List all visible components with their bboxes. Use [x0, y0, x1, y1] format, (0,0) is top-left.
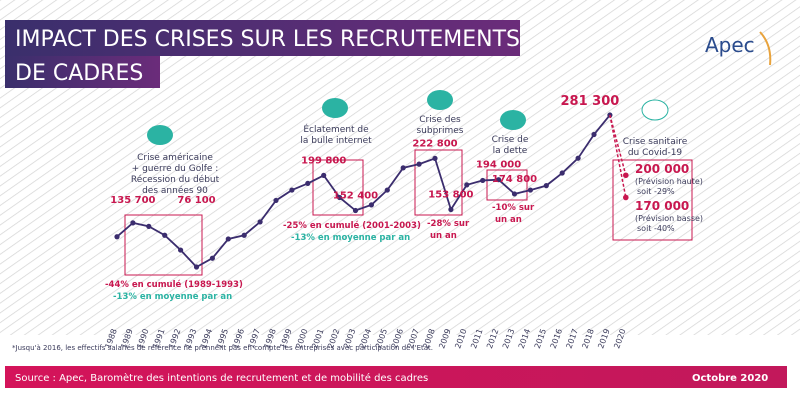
forecast-change: soit -40% [637, 224, 675, 233]
crisis-label: Crise américaine [137, 152, 213, 163]
chart-title: IMPACT DES CRISES SUR LES RECRUTEMENTS [15, 27, 520, 52]
crisis-label: subprimes [416, 126, 463, 136]
logo-mark [759, 31, 772, 66]
crisis-result: -10% sur [492, 203, 535, 213]
point [511, 191, 518, 197]
value-label: 222 800 [412, 138, 457, 149]
point [591, 131, 597, 138]
crisis-result: un an [430, 231, 457, 241]
point [384, 187, 390, 193]
source: Source : Apec, Baromètre des intentions … [15, 372, 428, 384]
value-label: 153 800 [428, 189, 473, 200]
value-label: 281 300 [560, 94, 619, 109]
crisis-result: -13% en moyenne par an [113, 292, 232, 302]
point [257, 219, 263, 225]
point [368, 202, 374, 208]
point [448, 206, 454, 213]
point [209, 255, 215, 261]
point [527, 187, 534, 193]
line [116, 114, 611, 269]
point [559, 170, 565, 176]
crisis-icon [147, 125, 173, 145]
crisis-label: des années 90 [142, 185, 208, 196]
value-label: 199 800 [301, 155, 346, 166]
crisis-box [414, 149, 463, 216]
point [432, 155, 438, 161]
logo: Apec [705, 33, 755, 57]
forecast-point [623, 194, 629, 201]
point [321, 172, 327, 178]
point [193, 264, 200, 270]
value-label: 76 100 [177, 195, 215, 206]
crisis-result: -28% sur [427, 219, 470, 229]
point [305, 180, 311, 186]
crisis-label: Crise de [492, 135, 529, 145]
point [464, 182, 470, 188]
footnote: *Jusqu'à 2016, les effectifs salariés de… [12, 344, 433, 352]
crisis-result: -13% en moyenne par an [291, 233, 410, 243]
point [273, 197, 279, 204]
crisis-label: + guerre du Golfe : [132, 164, 219, 174]
point [400, 165, 406, 171]
chart-title: DE CADRES [15, 61, 143, 86]
forecast-change: soit -29% [637, 187, 675, 196]
point [162, 232, 168, 238]
value-label: 152 400 [333, 191, 378, 202]
point [146, 223, 152, 229]
point [496, 177, 502, 183]
crisis-label: Éclatement de [303, 123, 369, 135]
crisis-box [612, 159, 693, 241]
value-label: 135 700 [110, 195, 155, 206]
crisis-label: la dette [493, 146, 528, 156]
crisis-result: -25% en cumulé (2001-2003) [283, 220, 421, 231]
forecast-line [609, 114, 627, 198]
point [480, 177, 486, 184]
title-box [5, 20, 520, 56]
crisis-box [124, 214, 203, 276]
value-label: 174 800 [492, 174, 537, 185]
value-label: 194 000 [476, 160, 521, 171]
crisis-icon [500, 110, 526, 130]
crisis-box [486, 169, 528, 201]
forecast-point [623, 172, 629, 179]
forecast-value: 200 000 [635, 162, 689, 176]
crisis-icon [322, 98, 348, 118]
crisis-label: du Covid-19 [628, 148, 683, 158]
forecast-note: (Prévision haute) [635, 176, 703, 186]
crisis-result: un an [495, 215, 522, 225]
crisis-label: la bulle internet [300, 136, 372, 146]
point [130, 220, 136, 226]
point [543, 183, 549, 189]
crisis-icon [641, 99, 669, 121]
point [114, 234, 120, 240]
point [178, 247, 184, 253]
crisis-label: Récession du début [131, 174, 220, 185]
crisis-label: Crise sanitaire [623, 137, 688, 147]
forecast-value: 170 000 [635, 199, 689, 213]
point [352, 207, 359, 214]
point [337, 194, 343, 201]
crisis-box [312, 159, 364, 216]
source-bar [5, 366, 787, 388]
point [575, 155, 581, 161]
title-box [5, 56, 160, 88]
point [416, 161, 422, 167]
point [289, 187, 295, 193]
forecast-note: (Prévision basse) [635, 213, 703, 223]
crisis-icon [427, 90, 453, 110]
point [241, 232, 247, 238]
crisis-result: -44% en cumulé (1989-1993) [105, 279, 243, 290]
date: Octobre 2020 [692, 373, 768, 384]
point [225, 236, 231, 242]
crisis-label: Crise des [419, 115, 461, 125]
